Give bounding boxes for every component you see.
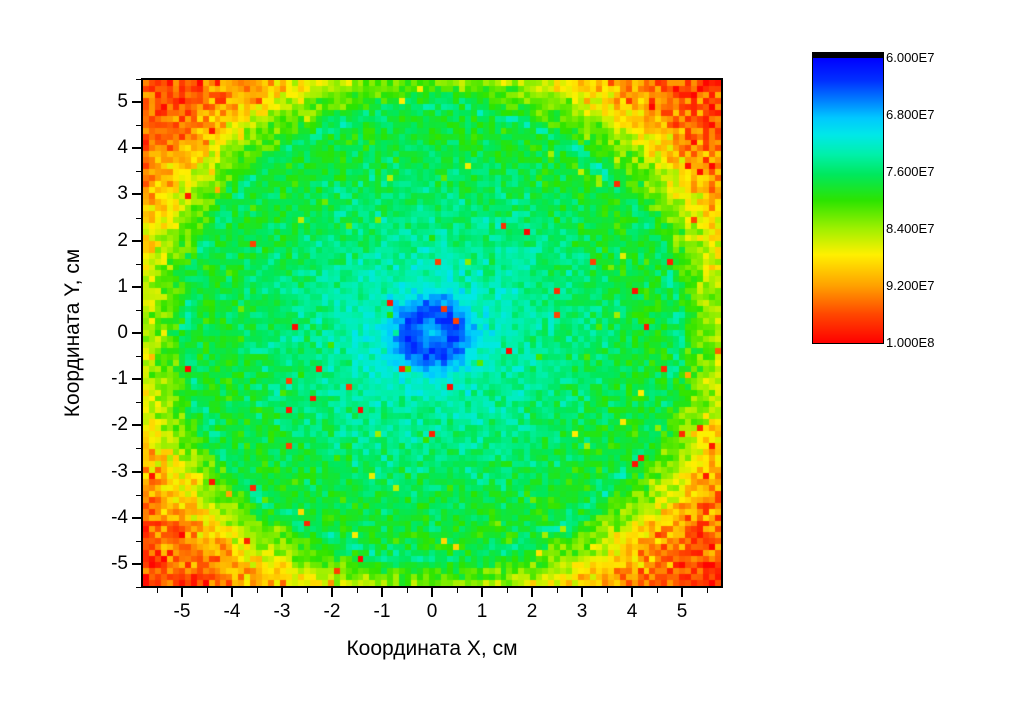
y-tick-label: -3: [111, 460, 128, 482]
x-minor-tick: [307, 588, 308, 593]
y-minor-tick: [136, 78, 141, 80]
y-tick-label: -5: [111, 552, 128, 574]
y-major-tick: [132, 378, 141, 381]
y-minor-tick: [136, 309, 141, 311]
x-major-tick: [381, 588, 383, 597]
x-minor-tick: [357, 588, 358, 593]
y-major-tick: [132, 101, 141, 104]
y-major-tick: [132, 147, 141, 150]
x-major-tick: [481, 588, 483, 597]
y-tick-label: 3: [117, 183, 128, 205]
x-major-tick: [181, 588, 183, 597]
y-minor-tick: [136, 125, 141, 127]
x-minor-tick: [207, 588, 208, 593]
x-tick-label: 2: [526, 601, 538, 622]
plot-area: [141, 78, 723, 588]
y-tick-label: 4: [117, 137, 128, 159]
x-major-tick: [531, 588, 533, 597]
y-minor-tick: [136, 587, 141, 589]
x-tick-label: -2: [323, 601, 341, 622]
x-major-tick: [331, 588, 333, 597]
x-minor-tick: [257, 588, 258, 593]
colorbar: [812, 52, 884, 344]
y-tick-label: -4: [111, 506, 128, 528]
x-tick-label: 4: [626, 601, 638, 622]
x-major-tick: [631, 588, 633, 597]
x-minor-tick: [407, 588, 408, 593]
x-minor-tick: [507, 588, 508, 593]
x-tick-label: -3: [273, 601, 291, 622]
x-tick-label: 0: [426, 601, 438, 622]
colorbar-tick-label: 9.200E7: [886, 278, 935, 293]
x-minor-tick: [157, 588, 158, 593]
colorbar-tick-label: 6.000E7: [886, 50, 935, 65]
x-major-tick: [681, 588, 683, 597]
x-tick-label: -5: [173, 601, 191, 622]
y-minor-tick: [136, 263, 141, 265]
x-major-tick: [431, 588, 433, 597]
colorbar-tick-label: 8.400E7: [886, 221, 935, 236]
y-minor-tick: [136, 356, 141, 358]
y-tick-label: 0: [117, 322, 128, 343]
y-major-tick: [132, 193, 141, 196]
x-major-tick: [231, 588, 233, 597]
x-tick-label: 1: [476, 601, 488, 622]
y-tick-label: -2: [111, 414, 128, 436]
x-tick-label: -4: [223, 601, 241, 622]
y-minor-tick: [136, 448, 141, 450]
x-minor-tick: [657, 588, 658, 593]
y-major-tick: [132, 285, 141, 288]
colorbar-underflow-cap: [813, 53, 883, 58]
x-tick-label: 5: [676, 601, 688, 622]
y-tick-label: 2: [117, 229, 128, 251]
heatmap-canvas: [143, 80, 721, 586]
y-major-tick: [132, 562, 141, 565]
x-minor-tick: [607, 588, 608, 593]
y-tick-label: 1: [117, 275, 128, 297]
y-major-tick: [132, 332, 141, 334]
y-major-tick: [132, 470, 141, 473]
x-axis-label: Координата X, см: [346, 637, 518, 660]
x-major-tick: [281, 588, 283, 597]
y-minor-tick: [136, 217, 141, 219]
colorbar-tick-label: 6.800E7: [886, 107, 935, 122]
y-tick-label: -1: [111, 368, 128, 390]
y-minor-tick: [136, 494, 141, 496]
x-minor-tick: [557, 588, 558, 593]
x-minor-tick: [457, 588, 458, 593]
y-major-tick: [132, 239, 141, 242]
x-minor-tick: [707, 588, 708, 593]
colorbar-gradient: [813, 58, 883, 343]
y-minor-tick: [136, 171, 141, 173]
y-minor-tick: [136, 540, 141, 542]
x-tick-label: 3: [576, 601, 588, 622]
x-tick-label: -1: [373, 601, 391, 622]
y-tick-label: 5: [117, 91, 128, 113]
colorbar-tick-label: 7.600E7: [886, 164, 935, 179]
y-major-tick: [132, 516, 141, 519]
x-major-tick: [581, 588, 583, 597]
y-axis-label: Координата Y, см: [61, 248, 84, 418]
y-major-tick: [132, 424, 141, 427]
y-minor-tick: [136, 402, 141, 404]
colorbar-tick-label: 1.000E8: [886, 335, 935, 350]
